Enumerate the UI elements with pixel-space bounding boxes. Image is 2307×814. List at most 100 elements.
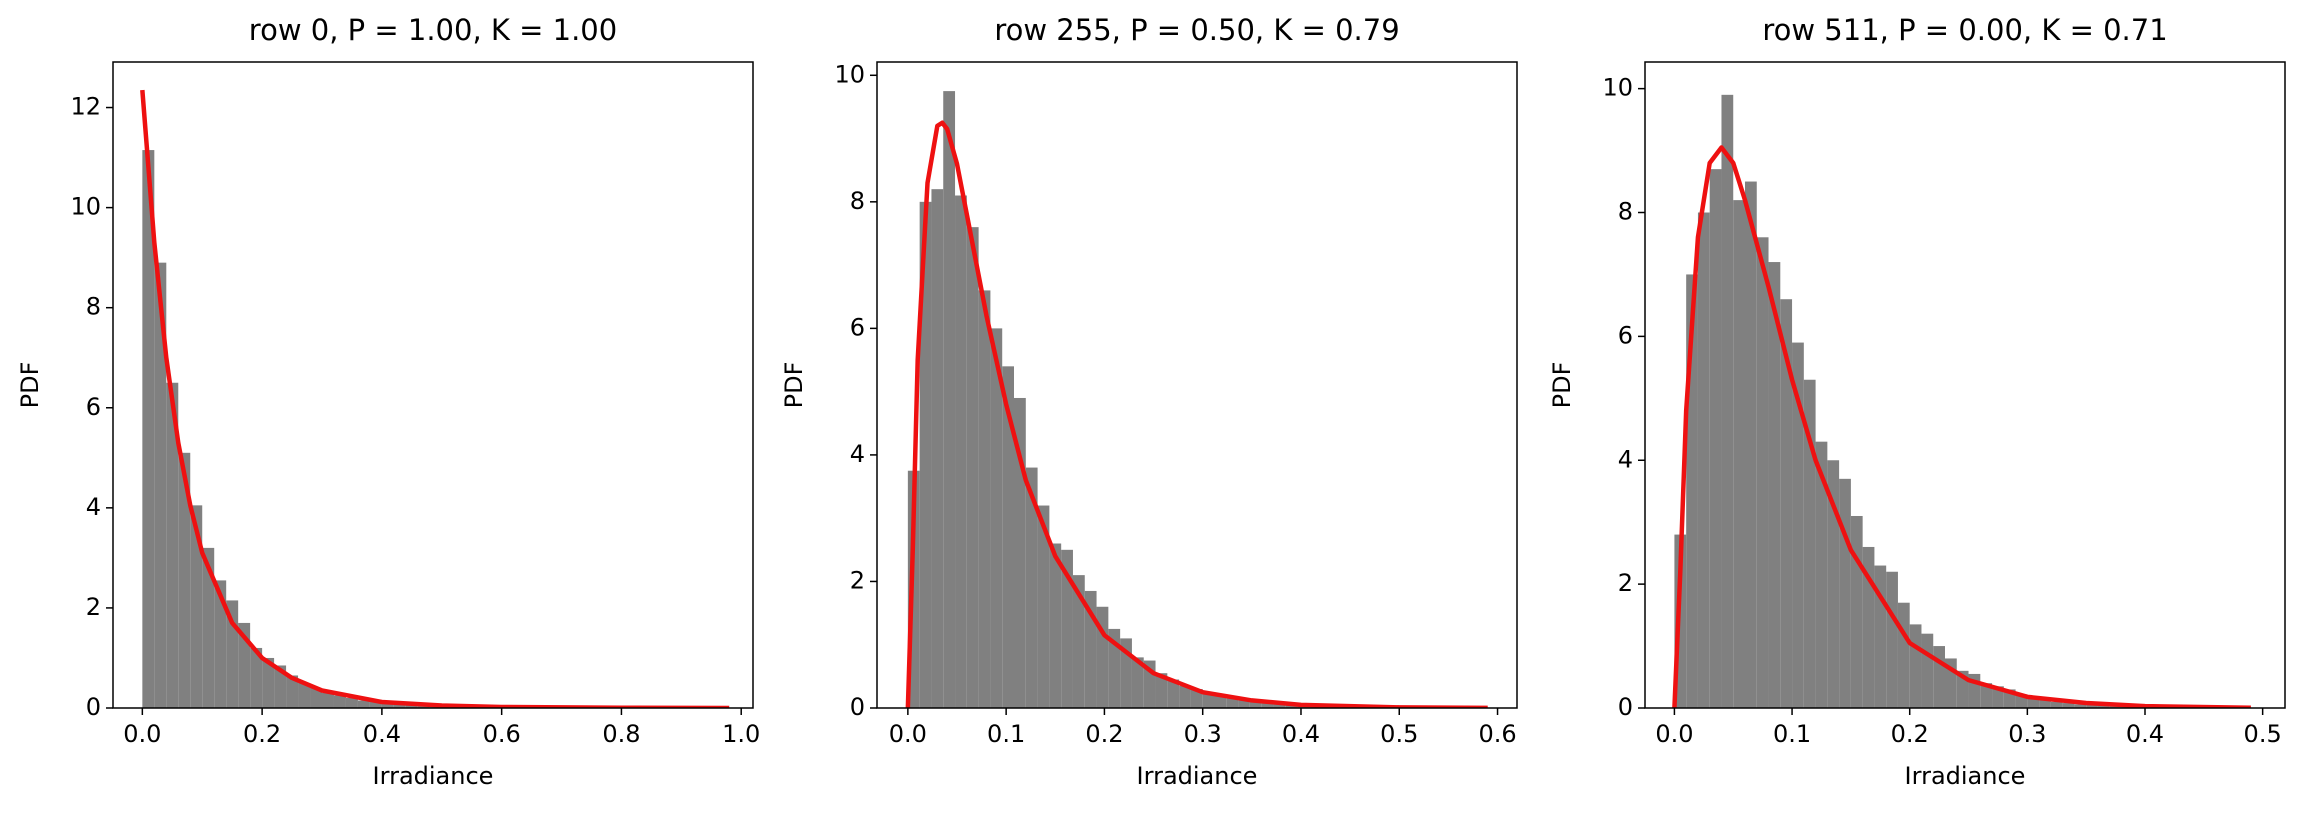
histogram-bar [310,687,323,708]
y-tick-label: 10 [70,193,101,221]
y-tick-label: 8 [850,187,865,215]
chart-title: row 511, P = 0.00, K = 0.71 [1762,13,2167,47]
histogram-bar [333,695,346,708]
histogram-bar [1108,628,1121,708]
histogram-bar [357,700,370,708]
x-tick-label: 0.6 [1478,720,1516,748]
histogram-bar [1815,441,1828,708]
y-tick-label: 6 [850,313,865,341]
y-tick-label: 6 [86,393,101,421]
histogram-bar [966,227,979,708]
histogram-bar [1249,701,1262,708]
histogram-bar [1709,169,1722,708]
histogram-bar [345,697,358,708]
x-tick-label: 0.0 [1655,720,1693,748]
histogram-bar [369,701,382,708]
x-tick-label: 0.0 [889,720,927,748]
histogram-bar [1238,700,1250,708]
histogram-bar [1002,366,1015,708]
histogram-bar [190,505,203,708]
histogram-bar [1261,702,1274,708]
histogram-bar [1721,94,1734,708]
x-axis-label: Irradiance [1905,762,2026,790]
histogram-bar [2074,704,2087,708]
x-tick-label: 0.3 [1184,720,1222,748]
x-tick-label: 0.2 [243,720,281,748]
x-tick-label: 0.1 [987,720,1025,748]
histogram-bar [1049,543,1062,708]
histogram-bar [1839,478,1851,708]
x-tick-label: 0.1 [1773,720,1811,748]
y-tick-label: 8 [86,293,101,321]
histogram-bar [943,91,956,708]
histogram-bar [405,704,418,708]
chart-title: row 255, P = 0.50, K = 0.79 [994,13,1399,47]
y-tick-label: 2 [850,566,865,594]
histogram-bar [2097,705,2110,708]
pdf-curve [905,120,1488,708]
histogram-bar [1921,633,1934,708]
histogram-bar [919,201,932,708]
histogram-bar [1131,657,1144,708]
histogram-bar [1143,660,1156,708]
y-tick-label: 10 [1602,74,1633,102]
y-axis-label: PDF [780,362,808,409]
y-tick-label: 2 [1618,569,1633,597]
histogram-bar [226,600,239,708]
histogram-bar [1992,686,2004,708]
x-tick-label: 0.4 [2126,720,2164,748]
axes-frame [1644,61,2286,709]
pdf-curve [1672,145,2251,708]
histogram-bar [1226,698,1239,708]
x-tick-label: 0.5 [1380,720,1418,748]
histogram-bar [1179,685,1191,708]
histogram-bar [1072,575,1085,708]
histogram-bar [1214,695,1227,708]
histogram-bar [1061,549,1073,708]
histogram-bar [1850,515,1863,708]
x-tick-label: 0.4 [1282,720,1320,748]
histogram-bar [298,682,311,708]
histogram-bar [990,328,1003,708]
histogram-bar [142,150,155,708]
y-tick-label: 6 [1618,321,1633,349]
histogram-bar [1792,342,1804,708]
x-tick-label: 0.8 [602,720,640,748]
histogram-bar [262,657,275,708]
histogram-bar [2086,704,2098,708]
histogram-bar [1874,565,1887,708]
histogram-bar [1933,646,1945,708]
histogram-bar [1025,467,1038,708]
histogram-bar [2039,699,2051,708]
histogram-bar [1827,460,1840,708]
subplot: 0.0 0.1 0.2 0.3 0.4 0.5 0.6 0 2 4 6 8 10 row 255, P =… [780,13,1518,790]
plot-area [1672,94,2251,708]
histogram-bar [2109,706,2122,708]
histogram-bar [393,703,406,708]
histogram-bar [1120,638,1132,708]
histogram-bar [178,452,191,708]
y-tick-label: 0 [850,693,865,721]
histogram-bar [1096,606,1109,708]
histogram-bar [1697,212,1710,708]
x-tick-label: 0.4 [363,720,401,748]
histogram-bar [1155,673,1168,708]
histogram-bar [1956,670,1969,708]
y-axis-label: PDF [16,362,44,409]
y-tick-label: 0 [1618,693,1633,721]
subplot: 0.0 0.2 0.4 0.6 0.8 1.0 0 2 4 6 8 10 12 row 0, P = 1.… [16,13,760,790]
subplot: 0.0 0.1 0.2 0.3 0.4 0.5 0 2 4 6 8 10 row 511, P = 0.… [1548,13,2286,790]
histogram-bar [274,665,287,708]
histogram-bar [931,189,944,708]
y-tick-label: 10 [834,60,865,88]
histogram-bar [1686,274,1698,708]
x-tick-label: 0.0 [123,720,161,748]
histogram-bar [2050,701,2063,708]
histogram-bar [1780,299,1793,708]
x-tick-label: 0.2 [1891,720,1929,748]
histogram-bar [1084,590,1097,708]
x-tick-label: 0.2 [1085,720,1123,748]
histogram-bar [381,702,394,708]
histogram-bar [2015,694,2028,708]
pdf-curve [140,89,730,708]
